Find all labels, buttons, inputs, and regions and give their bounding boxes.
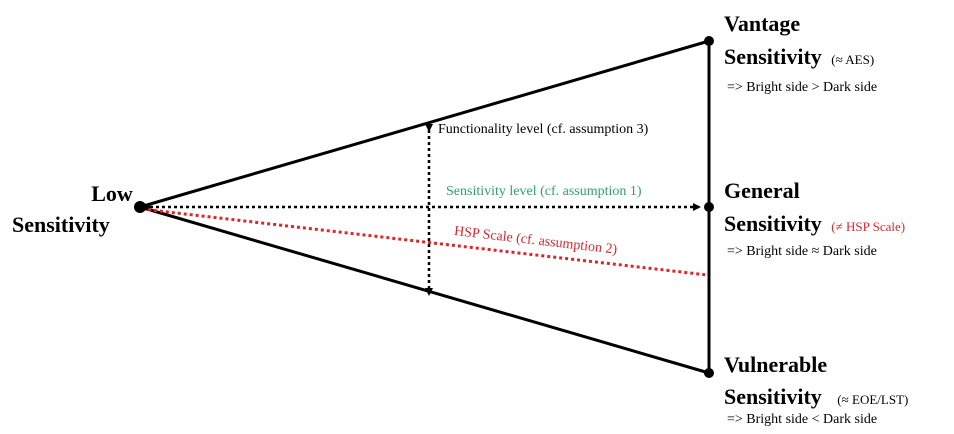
vantage-title: Vantage xyxy=(724,11,800,36)
low-line1: Low xyxy=(91,181,133,206)
low-sensitivity-point xyxy=(134,201,146,213)
vantage-tag: (≈ AES) xyxy=(831,52,875,67)
lower-edge xyxy=(139,205,710,375)
vulnerable-title: Vulnerable xyxy=(724,352,827,377)
vantage-note: => Bright side > Dark side xyxy=(727,80,878,95)
general-line1: General xyxy=(724,178,800,203)
upper-edge xyxy=(139,39,710,209)
vulnerable-sensitivity-point xyxy=(704,368,714,378)
sensitivity-level-label: Sensitivity level (cf. assumption 1) xyxy=(446,184,642,199)
vulnerable-line2: Sensitivity xyxy=(724,384,822,409)
vulnerable-tag: (≈ EOE/LST) xyxy=(837,392,909,407)
functionality-level-label: Functionality level (cf. assumption 3) xyxy=(438,122,649,137)
vantage-line1: Vantage xyxy=(724,11,801,36)
vulnerable-note: => Bright side < Dark side xyxy=(727,412,878,427)
vantage-sensitivity-point xyxy=(704,36,714,46)
vantage-subtitle: Sensitivity (≈ AES) xyxy=(724,44,874,72)
low-sensitivity-label: Low xyxy=(80,181,171,206)
general-note: => Bright side ≈ Dark side xyxy=(727,244,877,259)
general-subtitle: Sensitivity (≠ HSP Scale) xyxy=(724,211,905,239)
low-sensitivity-label-line2: Sensitivity xyxy=(12,212,110,237)
general-title: General xyxy=(724,178,800,203)
vulnerable-line1: Vulnerable xyxy=(724,352,828,377)
low-line2: Sensitivity xyxy=(12,212,110,237)
general-tag: (≠ HSP Scale) xyxy=(831,219,906,234)
vantage-line2: Sensitivity xyxy=(724,44,822,69)
general-sensitivity-point xyxy=(704,202,714,212)
hsp-scale-line xyxy=(141,207,708,277)
general-line2: Sensitivity xyxy=(724,211,822,236)
vulnerable-subtitle: Sensitivity (≈ EOE/LST) xyxy=(724,384,908,412)
